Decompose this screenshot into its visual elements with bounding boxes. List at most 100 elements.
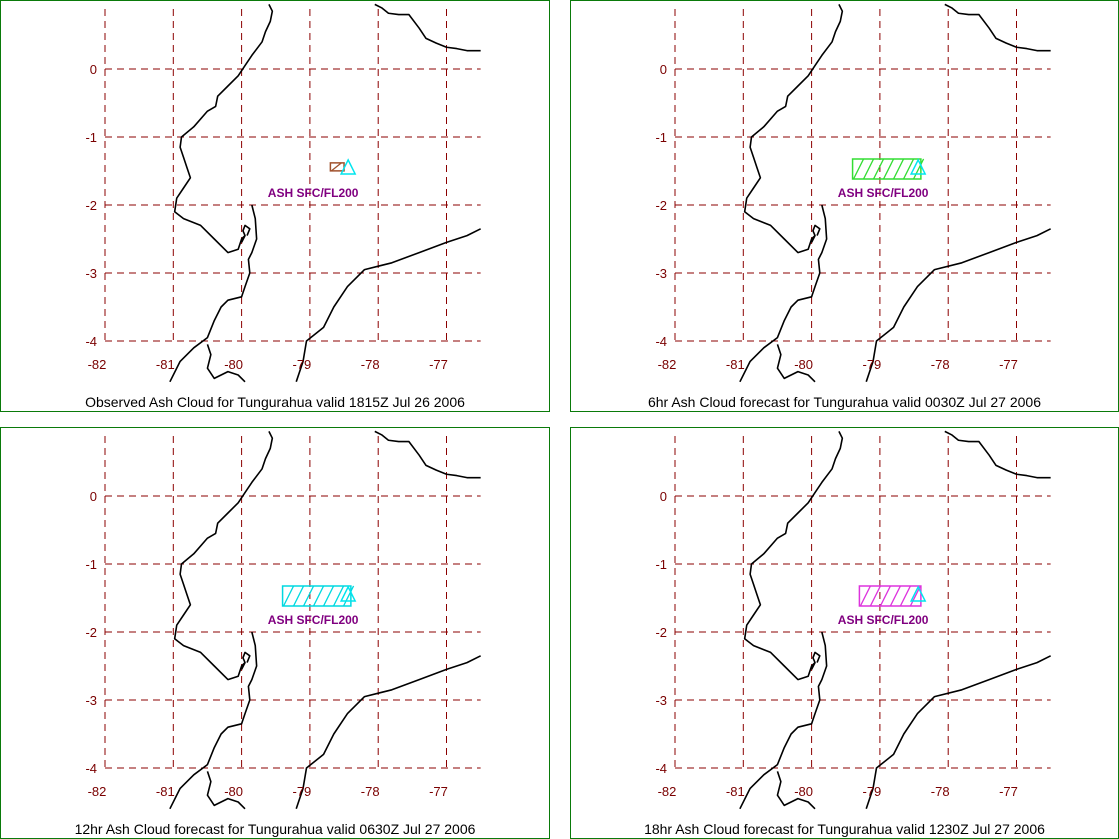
coastline	[374, 3, 481, 52]
graticule	[674, 9, 1051, 342]
longitude-tick-label: -81	[726, 357, 745, 372]
ash-cloud-hatch	[332, 585, 345, 607]
ash-cloud-map: 0 -1 -2 -3 -4 -82 -81 -80 -79 -78 -77 ASH SFC/FL200	[655, 430, 1052, 810]
volcano-icon	[909, 585, 927, 602]
latitude-tick-label: 0	[90, 489, 97, 504]
latitude-tick-label: 0	[90, 62, 97, 77]
longitude-tick-label: -79	[863, 784, 882, 799]
coastline	[739, 204, 828, 383]
longitude-tick-label: -78	[931, 784, 950, 799]
longitude-tick-label: -79	[293, 784, 312, 799]
coastline-layer	[169, 3, 482, 383]
longitude-tick-label: -82	[88, 784, 107, 799]
ash-cloud-outline	[851, 158, 922, 180]
coastline	[374, 430, 481, 479]
coastline	[173, 431, 274, 681]
ash-cloud-hatch	[889, 585, 901, 607]
coastline	[169, 204, 258, 383]
ash-cloud-map: 0 -1 -2 -3 -4 -82 -81 -80 -79 -78 -77 ASH SFC/FL200	[655, 3, 1052, 383]
latitude-tick-label: 0	[660, 62, 667, 77]
latitude-tick-label: -3	[85, 693, 97, 708]
coastline	[776, 771, 816, 810]
ash-cloud	[851, 158, 925, 180]
longitude-tick-label: -77	[999, 784, 1018, 799]
volcano-icon	[339, 585, 357, 602]
graticule	[104, 9, 481, 342]
coastline	[295, 228, 482, 383]
map-panel-6hr: 0 -1 -2 -3 -4 -82 -81 -80 -79 -78 -77 ASH SFC/FL200…	[570, 0, 1119, 412]
ash-cloud-hatch	[899, 585, 911, 607]
longitude-tick-label: -82	[658, 784, 677, 799]
panel-caption: 12hr Ash Cloud forecast for Tungurahua v…	[74, 821, 476, 837]
longitude-tick-label: -80	[794, 357, 813, 372]
map-panel-18hr: 0 -1 -2 -3 -4 -82 -81 -80 -79 -78 -77 ASH SFC/FL200…	[570, 427, 1119, 839]
coastline	[739, 631, 828, 810]
ash-cloud-hatch	[882, 158, 895, 180]
ash-cloud-label: ASH SFC/FL200	[268, 613, 359, 627]
coastline	[865, 228, 1052, 383]
ash-cloud-label: ASH SFC/FL200	[268, 186, 359, 200]
volcano-icon	[339, 158, 357, 175]
ash-cloud-outline	[329, 162, 345, 172]
latitude-tick-label: -2	[85, 198, 97, 213]
longitude-tick-label: -78	[931, 357, 950, 372]
ash-cloud-outline	[281, 585, 352, 607]
longitude-tick-label: -81	[726, 784, 745, 799]
longitude-tick-label: -79	[293, 357, 312, 372]
latitude-tick-label: -1	[655, 130, 667, 145]
latitude-tick-label: -4	[85, 334, 97, 349]
ash-cloud-hatch	[859, 585, 871, 607]
map-panel-observed: 0 -1 -2 -3 -4 -82 -81 -80 -79 -78 -77 ASH SFC/FL200…	[0, 0, 550, 412]
ash-cloud-hatch	[869, 585, 881, 607]
coastline	[206, 344, 246, 383]
panel-caption: 6hr Ash Cloud forecast for Tungurahua va…	[647, 394, 1042, 410]
ash-cloud	[858, 585, 922, 607]
ash-cloud-label: ASH SFC/FL200	[838, 186, 929, 200]
ash-cloud-hatch	[322, 585, 335, 607]
ash-cloud-hatch	[879, 585, 891, 607]
graticule	[674, 436, 1051, 769]
ash-cloud	[281, 585, 355, 607]
ash-cloud-hatch	[292, 585, 305, 607]
latitude-tick-label: -4	[655, 334, 667, 349]
coastline	[810, 651, 821, 670]
latitude-tick-label: -1	[85, 130, 97, 145]
longitude-tick-label: -78	[361, 784, 380, 799]
latitude-tick-label: -2	[655, 198, 667, 213]
longitude-tick-label: -80	[224, 357, 243, 372]
panel-caption: 18hr Ash Cloud forecast for Tungurahua v…	[644, 821, 1045, 837]
ash-cloud	[329, 162, 345, 172]
coastline	[173, 4, 274, 254]
latitude-tick-label: -2	[85, 625, 97, 640]
coastline	[743, 431, 844, 681]
coastline	[240, 651, 251, 670]
longitude-tick-label: -82	[658, 357, 677, 372]
longitude-tick-label: -77	[999, 357, 1018, 372]
longitude-tick-label: -77	[429, 357, 448, 372]
latitude-tick-label: -3	[655, 693, 667, 708]
map-panel-12hr: 0 -1 -2 -3 -4 -82 -81 -80 -79 -78 -77 ASH SFC/FL200…	[0, 427, 550, 839]
coastline	[776, 344, 816, 383]
coastline	[206, 771, 246, 810]
longitude-tick-label: -78	[361, 357, 380, 372]
latitude-tick-label: -4	[85, 761, 97, 776]
ash-cloud-hatch	[302, 585, 315, 607]
coastline	[865, 655, 1052, 810]
latitude-tick-label: -1	[85, 557, 97, 572]
ash-cloud-hatch	[862, 158, 875, 180]
ash-cloud-hatch	[912, 158, 925, 180]
ash-cloud-hatch	[342, 585, 355, 607]
latitude-tick-label: -1	[655, 557, 667, 572]
panel-caption: Observed Ash Cloud for Tungurahua valid …	[85, 394, 465, 410]
coastline	[169, 631, 258, 810]
coastline	[743, 4, 844, 254]
ash-cloud-hatch	[282, 585, 295, 607]
ash-cloud-hatch	[330, 162, 342, 172]
volcano-icon	[909, 158, 927, 175]
longitude-tick-label: -81	[156, 784, 175, 799]
coastline	[944, 3, 1051, 52]
coastline	[944, 430, 1051, 479]
longitude-tick-label: -80	[794, 784, 813, 799]
coastline	[810, 224, 821, 243]
ash-cloud-map: 0 -1 -2 -3 -4 -82 -81 -80 -79 -78 -77 ASH SFC/FL200	[85, 3, 482, 383]
